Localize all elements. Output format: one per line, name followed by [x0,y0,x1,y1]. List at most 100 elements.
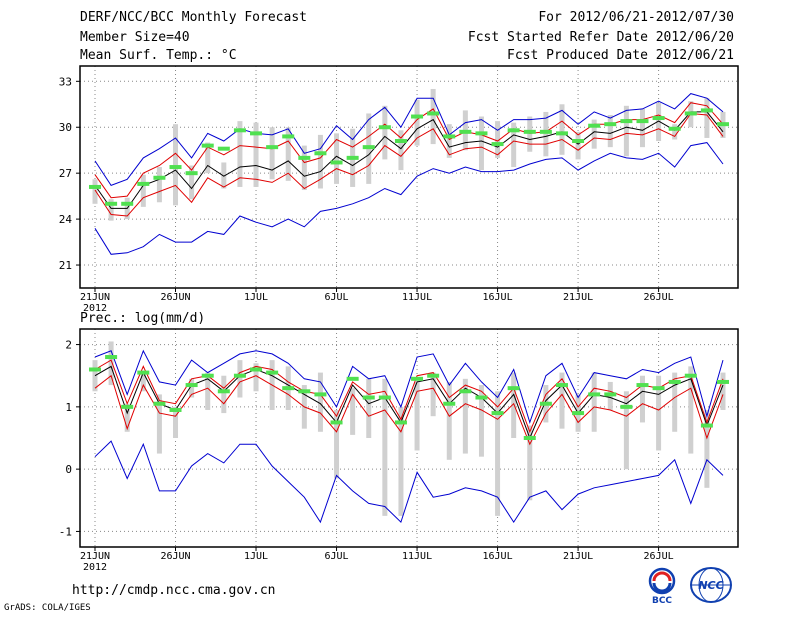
observation-mark [314,392,327,397]
spread-box [140,174,146,207]
plot-frame [79,65,739,289]
observation-mark [378,125,391,130]
observation-mark [668,379,681,384]
observation-mark [555,383,568,388]
series-max [94,93,724,187]
observation-mark [620,404,633,409]
x-tick-label: 26JUN [160,551,190,562]
observation-mark [700,108,713,113]
observation-mark [169,165,182,170]
spread-box [398,406,404,516]
spread-box [591,119,597,149]
y-tick-label: 33 [59,75,72,88]
observation-mark [443,401,456,406]
observation-mark [523,436,536,440]
spread-box [688,366,694,454]
x-tick-label: 26JUL [644,292,674,303]
y-tick-label: 0 [65,463,72,476]
observation-mark [362,395,375,400]
spread-box [478,116,484,171]
observation-mark [700,423,713,428]
observation-mark [121,201,134,206]
spread-box [672,372,678,432]
bcc-logo-text: BCC [652,596,672,606]
spread-box [189,165,195,200]
observation-mark [491,142,504,147]
spread-box [527,425,533,501]
forecast-period: For 2012/06/21-2012/07/30 [538,10,734,25]
observation-mark [121,404,134,409]
spread-box [317,372,323,432]
spread-box [656,375,662,451]
spread-box [237,360,243,398]
spread-box [559,104,565,155]
produced-date: Fcst Produced Date 2012/06/21 [507,48,734,63]
spread-box [189,378,195,398]
x-tick-label: 6JUL [324,292,348,303]
temperature-panel: 21 24 27 30 33 21JUN 26JUN 1JUL 6JUL 11JUL 16JUL 21… [59,65,739,314]
spread-box [623,391,629,470]
x-tick-label: 1JUL [244,551,268,562]
observation-mark [572,411,585,416]
observation-mark [475,131,488,136]
observation-mark [153,175,166,180]
x-tick-label: 16JUL [483,292,513,303]
spread-box [334,409,340,479]
spread-box [704,98,710,138]
observation-mark [330,160,343,165]
observation-mark [604,392,617,397]
y-tick-label: 2 [65,339,72,352]
observation-mark [523,129,536,134]
spread-box [414,99,420,146]
observation-mark [185,383,198,388]
observation-mark [491,411,504,416]
member-size: Member Size=40 [80,30,190,45]
x-tick-label: 21JUN [80,551,110,562]
spread-box [639,108,645,148]
x-tick-label: 6JUL [324,551,348,562]
spread-box [446,381,452,460]
ncc-logo: NCC [690,567,732,603]
year-label: 2012 [83,562,107,573]
spread-box [317,134,323,189]
observation-mark [507,386,520,391]
series-mean_minus [94,112,724,217]
spread-box [543,111,549,157]
spread-box [108,341,114,386]
observation-mark [588,123,601,128]
observation-mark [443,134,456,139]
observation-mark [539,129,552,134]
observation-mark [346,376,359,381]
spread-box [639,375,645,423]
observation-mark [427,373,440,378]
observation-mark [588,392,601,397]
refer-date: Fcst Started Refer Date 2012/06/20 [467,30,734,45]
spread-box [704,409,710,488]
footer-url[interactable]: http://cmdp.ncc.cma.gov.cn [72,583,276,598]
spread-box [414,381,420,451]
observation-mark [636,383,649,388]
series-mean_plus [94,102,724,199]
observation-mark [137,370,150,375]
spread-box [495,391,501,516]
spread-box [527,116,533,152]
series-mean [94,365,724,440]
spread-box [462,378,468,454]
observation-mark [105,355,118,360]
spread-box [478,385,484,457]
observation-mark [572,139,585,144]
spread-box [173,406,179,438]
observation-mark [620,119,633,124]
x-tick-label: 21JUN [80,292,110,303]
observation-mark [89,184,101,189]
series-max [94,349,724,425]
spread-box [334,133,340,184]
y-tick-label: 1 [65,401,72,414]
spread-box [382,105,388,160]
year-label: 2012 [83,303,107,314]
x-tick-label: 11JUL [402,292,432,303]
observation-mark [217,389,230,394]
observation-mark [169,407,182,412]
observation-mark [266,145,279,150]
